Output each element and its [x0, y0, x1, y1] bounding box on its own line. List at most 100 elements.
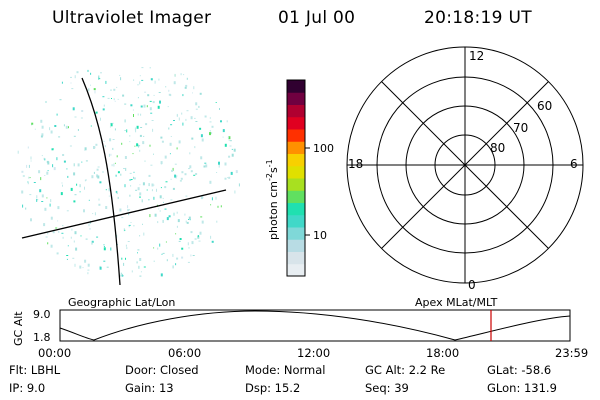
aurora-pixel: [140, 127, 143, 128]
aurora-pixel: [224, 143, 227, 147]
aurora-pixel: [215, 196, 217, 200]
colorbar-band: [287, 214, 305, 228]
aurora-pixel: [50, 130, 53, 134]
polar-plot: 12 18 6 0 60 70 80: [346, 46, 584, 292]
aurora-pixel: [157, 247, 159, 250]
aurora-pixel: [105, 206, 108, 209]
aurora-pixel: [231, 148, 233, 150]
aurora-pixel: [195, 121, 198, 122]
aurora-pixel: [56, 113, 58, 116]
aurora-pixel: [41, 155, 43, 157]
colorbar-band: [287, 227, 305, 240]
aurora-pixel: [93, 171, 95, 174]
aurora-pixel: [190, 170, 193, 173]
aurora-pixel: [228, 176, 231, 179]
aurora-pixel: [110, 123, 113, 127]
aurora-pixel: [79, 265, 82, 269]
aurora-pixel: [150, 112, 153, 114]
aurora-pixel: [219, 108, 220, 110]
aurora-pixel: [60, 192, 63, 196]
aurora-pixel: [74, 194, 77, 196]
colorbar-band: [287, 104, 305, 118]
aurora-pixel: [168, 215, 171, 218]
aurora-pixel: [176, 114, 178, 116]
aurora-pixel: [185, 84, 188, 87]
aurora-pixel: [90, 125, 92, 127]
aurora-pixel: [122, 94, 125, 97]
aurora-pixel: [47, 161, 50, 165]
timeline-xtick-1200: 12:00: [297, 346, 330, 360]
aurora-pixel: [139, 184, 141, 186]
aurora-pixel: [149, 67, 151, 69]
aurora-pixel: [96, 174, 99, 178]
aurora-pixel: [57, 220, 59, 222]
aurora-pixel: [158, 78, 160, 81]
aurora-pixel: [139, 134, 142, 137]
aurora-pixel: [126, 129, 128, 133]
colorbar-band: [287, 92, 305, 105]
aurora-pixel: [220, 120, 222, 123]
aurora-pixel: [229, 145, 232, 147]
aurora-pixel: [191, 137, 194, 140]
aurora-pixel: [128, 225, 130, 228]
aurora-pixel: [28, 176, 30, 179]
aurora-pixel: [160, 161, 163, 165]
time-label: 20:18:19 UT: [424, 8, 532, 28]
aurora-pixel: [121, 275, 124, 277]
aurora-pixel: [139, 196, 141, 198]
aurora-pixel: [190, 116, 193, 120]
aurora-pixel: [141, 67, 144, 69]
aurora-pixel: [84, 186, 85, 190]
aurora-pixel: [129, 141, 131, 143]
aurora-pixel: [136, 261, 138, 264]
aurora-pixel: [200, 156, 203, 160]
aurora-pixel: [80, 117, 83, 119]
aurora-pixel: [137, 84, 139, 86]
aurora-pixel: [186, 221, 189, 224]
aurora-pixel: [197, 235, 199, 237]
aurora-pixel: [62, 184, 63, 187]
aurora-pixel: [134, 145, 136, 147]
aurora-pixel: [111, 164, 113, 167]
polar-label-0: 0: [468, 278, 476, 292]
info-door: Door: Closed: [125, 363, 199, 377]
aurora-pixel: [51, 148, 54, 151]
aurora-pixel: [69, 145, 72, 147]
aurora-pixel: [63, 160, 66, 163]
aurora-pixel: [228, 136, 231, 140]
aurora-pixel: [209, 117, 211, 119]
aurora-pixel: [85, 238, 88, 240]
aurora-pixel: [123, 168, 125, 169]
aurora-pixel: [179, 238, 182, 240]
aurora-pixel: [74, 231, 77, 235]
aurora-pixel: [188, 216, 191, 220]
aurora-pixel: [41, 125, 44, 129]
aurora-pixel: [224, 177, 227, 180]
aurora-pixel: [192, 92, 193, 94]
aurora-pixel: [150, 164, 153, 166]
aurora-pixel: [187, 242, 189, 246]
aurora-pixel: [178, 140, 181, 144]
aurora-pixel: [71, 228, 73, 231]
aurora-pixel: [233, 148, 236, 152]
aurora-pixel: [56, 157, 58, 161]
aurora-pixel: [109, 126, 111, 128]
aurora-pixel: [112, 122, 114, 124]
altitude-curve: [59, 310, 571, 341]
info-glat: GLat: -58.6: [487, 363, 552, 377]
colorbar-band: [287, 178, 305, 191]
aurora-pixel: [98, 203, 101, 206]
aurora-pixel: [27, 146, 29, 149]
aurora-pixel: [108, 195, 110, 197]
aurora-pixel: [130, 222, 132, 223]
aurora-pixel: [185, 220, 187, 223]
aurora-pixel: [117, 98, 119, 100]
aurora-pixel: [84, 259, 87, 263]
aurora-pixel: [209, 180, 212, 184]
aurora-pixel: [82, 267, 84, 269]
aurora-pixel: [169, 153, 171, 155]
aurora-pixel: [41, 201, 44, 202]
aurora-pixel: [108, 153, 110, 157]
aurora-pixel: [30, 156, 32, 160]
aurora-pixel: [73, 240, 75, 243]
